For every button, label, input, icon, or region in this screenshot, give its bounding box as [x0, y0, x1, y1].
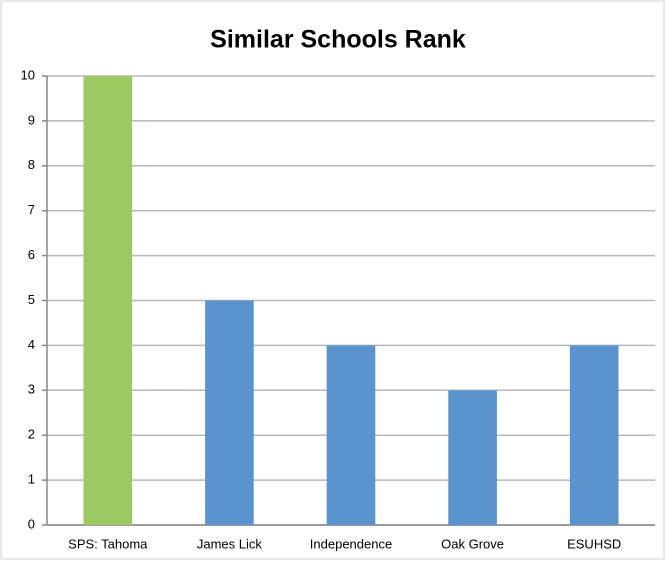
x-tick-label: Oak Grove: [441, 536, 504, 551]
y-tick-label: 7: [28, 202, 35, 217]
x-tick-label: James Lick: [197, 536, 263, 551]
y-tick-label: 4: [28, 337, 35, 352]
bar: [205, 300, 254, 525]
y-tick-label: 2: [28, 427, 35, 442]
y-tick-label: 0: [28, 516, 35, 531]
y-tick-label: 10: [21, 67, 35, 82]
bar: [83, 76, 133, 525]
x-tick-label: SPS: Tahoma: [68, 536, 148, 551]
y-tick-label: 5: [28, 292, 35, 307]
x-tick-label: ESUHSD: [567, 536, 621, 551]
x-tick-label: Independence: [310, 536, 392, 551]
y-tick-label: 9: [28, 112, 35, 127]
y-tick-label: 6: [28, 247, 35, 262]
y-tick-label: 1: [28, 472, 35, 487]
chart-title: Similar Schools Rank: [210, 26, 466, 54]
y-tick-label: 8: [28, 157, 35, 172]
bar: [569, 345, 619, 525]
bar: [448, 390, 497, 525]
bar: [326, 345, 376, 525]
y-tick-label: 3: [28, 382, 35, 397]
